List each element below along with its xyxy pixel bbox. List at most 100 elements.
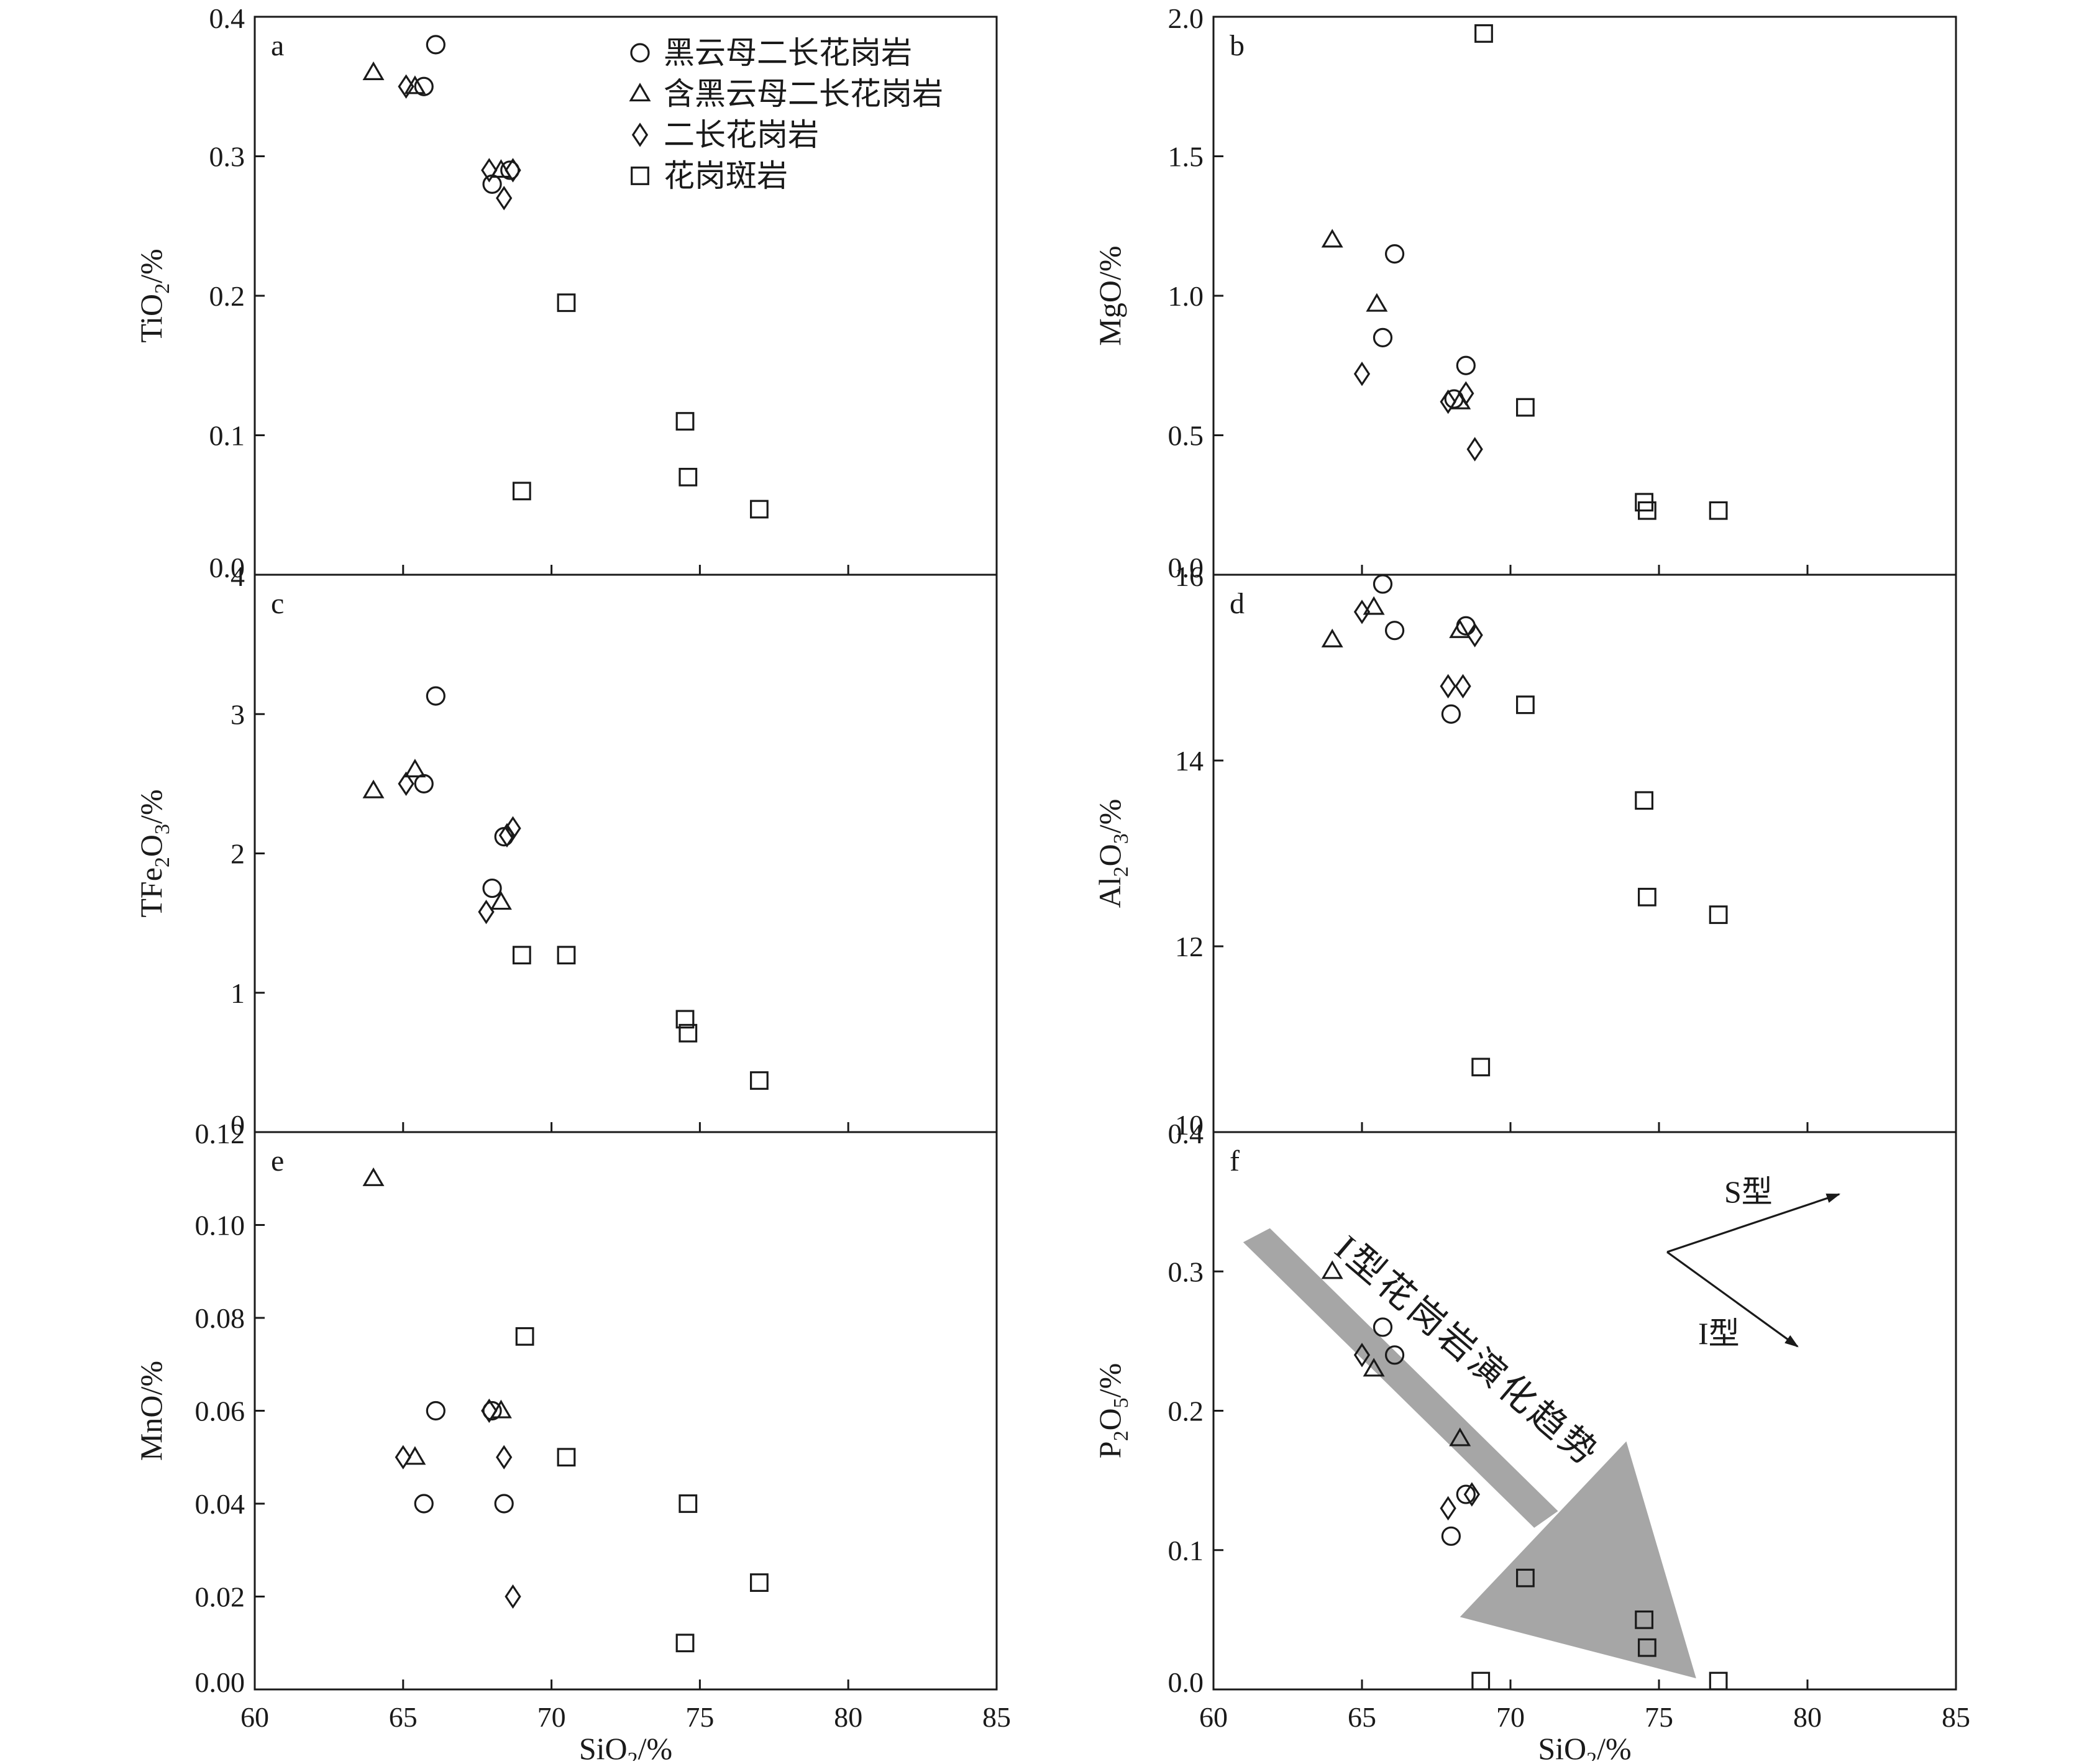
data-point-diamond [496, 1445, 513, 1469]
x-tick-label: 70 [1496, 1701, 1525, 1733]
panel-e: 0.00 0.02 0.04 0.06 0.08 0.10 0.12 60 65 70 75 80 85… [134, 1118, 1011, 1764]
s-type-arrow [1666, 1193, 1841, 1253]
data-point-diamond [1440, 1496, 1456, 1521]
y-tick-label: 10 [1175, 1109, 1204, 1141]
panel-letter-f: f [1230, 1145, 1240, 1177]
data-point-diamond [481, 158, 498, 183]
x-tick-label: 65 [389, 1701, 418, 1733]
data-point-diamond [505, 1584, 521, 1609]
data-point-circle [494, 1494, 514, 1514]
y-axis-title-part: MnO/% [134, 1361, 168, 1461]
x-axis-title-part: /% [1597, 1731, 1632, 1761]
y-axis-title-part: /% [134, 789, 168, 824]
data-point-diamond [505, 816, 521, 841]
data-point-diamond [398, 771, 414, 797]
data-point-circle [1441, 704, 1461, 724]
data-point-square [1709, 1671, 1728, 1691]
data-point-diamond [1455, 674, 1471, 699]
y-axis-title-c: TFe2O3/% [134, 789, 174, 917]
y-tick-label: 12 [1175, 931, 1204, 962]
y-tick-label: 3 [231, 698, 245, 730]
x-tick-label: 60 [240, 1701, 269, 1733]
y-tick-label: 1.0 [1168, 280, 1204, 312]
data-point-square [1516, 695, 1535, 715]
y-tick-label: 0.06 [195, 1396, 245, 1427]
data-point-diamond [496, 186, 513, 211]
panels-layer: 0.00.10.20.30.4aTiO2/%0.00.51.01.52.0bMg… [134, 2, 1970, 1764]
x-tick-label: 75 [685, 1701, 714, 1733]
data-point-diamond [481, 1398, 498, 1424]
legend-marker-triangle [629, 83, 651, 102]
data-point-triangle [404, 75, 426, 94]
panel-letter-b: b [1230, 29, 1245, 62]
legend-label: 黑云母二长花岗岩 [664, 35, 912, 70]
legend-marker-circle [630, 43, 650, 63]
data-point-square [1635, 1610, 1654, 1629]
y-tick-label: 0.5 [1168, 420, 1204, 452]
y-axis-title-part: O [1092, 1408, 1127, 1430]
y-tick-label: 16 [1175, 560, 1204, 592]
y-axis-title-b: MgO/% [1092, 245, 1127, 345]
data-point-diamond [1458, 381, 1474, 406]
data-point-square [1516, 1568, 1535, 1588]
data-point-square [679, 1494, 698, 1513]
data-point-circle [426, 686, 446, 706]
y-axis-title-part: TFe [134, 867, 168, 918]
data-point-diamond [398, 74, 414, 99]
y-axis-title-part: /% [1092, 1363, 1127, 1398]
data-point-square [512, 946, 531, 965]
y-tick-label: 0.1 [1168, 1535, 1204, 1566]
data-point-triangle [1363, 596, 1385, 615]
x-tick-label: 80 [834, 1701, 862, 1733]
data-point-circle [1384, 244, 1405, 264]
data-point-triangle [1321, 229, 1343, 248]
data-point-triangle [1363, 1358, 1385, 1377]
y-tick-label: 0.12 [195, 1118, 245, 1149]
y-tick-label: 0.02 [195, 1581, 245, 1613]
x-axis-title-part: 2 [1586, 1748, 1597, 1761]
data-point-diamond [1463, 1482, 1480, 1507]
data-point-circle [414, 76, 434, 96]
i-type-arrow [1666, 1251, 1799, 1348]
y-axis-title-part: 2 [151, 283, 174, 294]
data-point-diamond [1353, 1343, 1371, 1368]
data-point-square [557, 293, 576, 313]
trend-arrow-shaft [1243, 1228, 1558, 1528]
data-point-square [679, 1023, 698, 1043]
x-tick-label: 85 [1942, 1701, 1970, 1733]
data-point-square [1471, 1671, 1491, 1691]
data-point-triangle [1366, 293, 1388, 312]
data-point-diamond [478, 900, 495, 925]
y-axis-title-part: P [1092, 1441, 1127, 1458]
data-point-triangle [490, 1399, 512, 1419]
y-tick-label: 2 [231, 838, 245, 870]
data-point-square [750, 500, 769, 519]
data-point-square [675, 412, 695, 431]
legend-label: 含黑云母二长花岗岩 [664, 76, 943, 111]
panel-letter-c: c [271, 587, 284, 620]
data-point-square [1635, 791, 1654, 810]
data-point-triangle [1449, 1427, 1471, 1446]
data-point-triangle [490, 891, 512, 910]
y-axis-title-part: TiO [134, 294, 168, 343]
data-point-circle [1384, 1345, 1405, 1365]
data-point-triangle [404, 1446, 426, 1465]
y-tick-label: 1.5 [1168, 141, 1204, 173]
y-axis-title-part: 2 [151, 857, 174, 867]
legend-marker-square [631, 167, 649, 185]
data-point-square [750, 1573, 769, 1592]
y-tick-label: 0.0 [1168, 1666, 1204, 1698]
data-point-diamond [1353, 362, 1371, 386]
data-point-square [1709, 905, 1728, 925]
data-point-circle [414, 1494, 434, 1514]
x-tick-label: 60 [1199, 1701, 1228, 1733]
data-point-triangle [490, 159, 512, 178]
data-point-square [1471, 1058, 1491, 1077]
y-axis-title-e: MnO/% [134, 1361, 168, 1461]
data-point-triangle [1321, 628, 1343, 647]
data-point-diamond [395, 1445, 411, 1469]
data-point-circle [1384, 621, 1405, 641]
